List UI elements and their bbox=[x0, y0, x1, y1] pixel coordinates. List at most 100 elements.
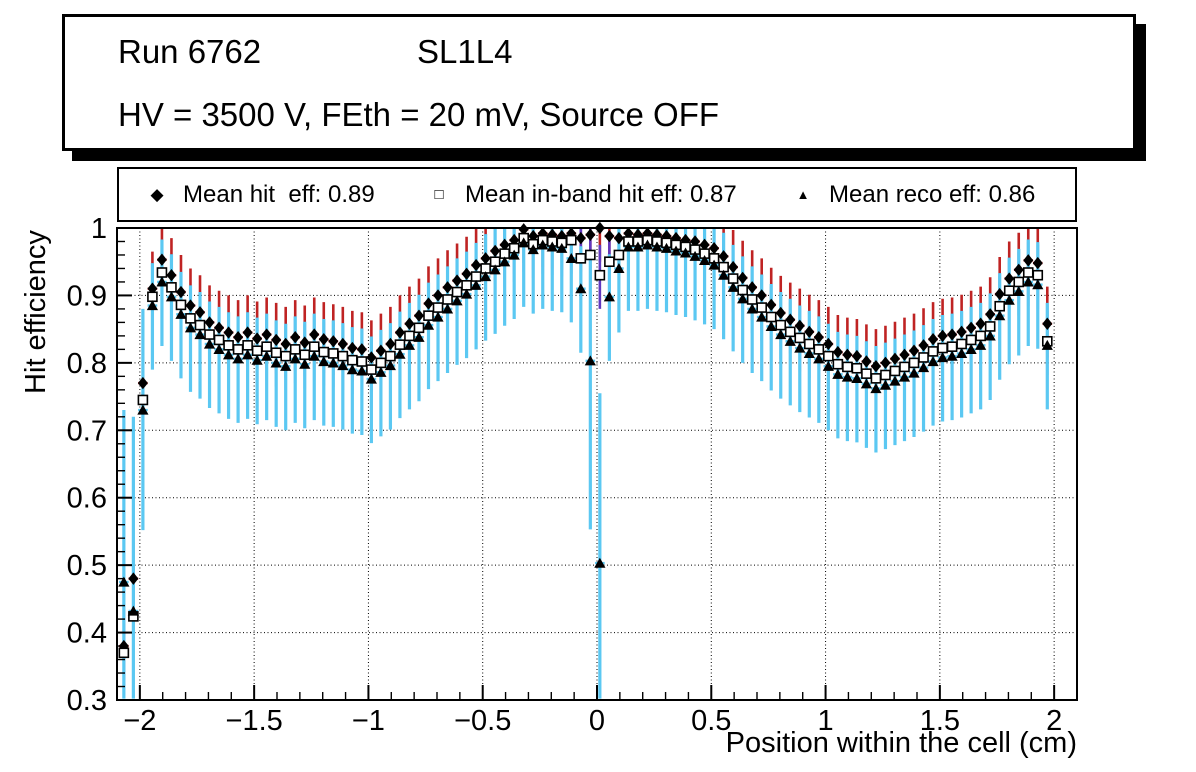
data-point-reco bbox=[422, 319, 435, 330]
data-point-inband bbox=[1032, 269, 1044, 281]
data-point-reco bbox=[594, 557, 606, 568]
data-point-reco bbox=[242, 349, 254, 360]
tick-label: 0.5 bbox=[67, 550, 107, 582]
data-point-reco bbox=[860, 378, 873, 389]
data-point-inband bbox=[423, 310, 434, 321]
data-point-reco bbox=[222, 349, 235, 360]
data-point-hit bbox=[185, 299, 196, 312]
data-point-reco bbox=[337, 360, 349, 371]
data-point-hit bbox=[575, 231, 586, 245]
legend-label: Mean hit eff: 0.89 bbox=[183, 180, 375, 208]
data-point-hit bbox=[299, 336, 310, 349]
data-point-hit bbox=[556, 229, 567, 243]
data-point-hit bbox=[518, 223, 529, 236]
data-point-inband bbox=[946, 341, 958, 352]
data-point-reco bbox=[1041, 339, 1053, 350]
data-point-inband bbox=[975, 330, 986, 342]
data-point-hit bbox=[899, 348, 910, 361]
data-point-hit bbox=[851, 349, 862, 363]
data-point-hit bbox=[461, 267, 472, 281]
data-point-hit bbox=[909, 344, 920, 357]
data-point-hit bbox=[775, 306, 786, 320]
data-point-hit bbox=[214, 321, 225, 334]
data-point-hit bbox=[366, 351, 377, 364]
data-point-reco bbox=[1013, 285, 1025, 296]
data-point-inband bbox=[956, 338, 967, 350]
data-point-reco bbox=[879, 379, 892, 390]
data-point-inband bbox=[413, 322, 425, 334]
data-point-hit bbox=[613, 231, 624, 245]
tick-label: −0.5 bbox=[454, 705, 511, 737]
tick-label: 1 bbox=[91, 213, 107, 245]
tick-label: 0.7 bbox=[67, 415, 107, 447]
data-point-inband bbox=[451, 286, 463, 298]
data-point-reco bbox=[927, 356, 939, 367]
data-point-hit bbox=[651, 228, 662, 241]
data-point-reco bbox=[289, 353, 301, 364]
data-point-reco bbox=[660, 242, 673, 253]
data-point-hit bbox=[1032, 256, 1043, 270]
data-point-hit bbox=[499, 238, 510, 252]
data-point-reco bbox=[537, 239, 549, 250]
data-point-inband bbox=[832, 358, 844, 370]
data-point-inband bbox=[327, 348, 339, 359]
data-point-reco bbox=[965, 343, 977, 354]
data-point-hit bbox=[280, 337, 291, 351]
data-point-inband bbox=[842, 361, 853, 373]
data-point-hit bbox=[328, 335, 339, 348]
tick-label: 0.3 bbox=[67, 685, 107, 717]
tick-label: 0.5 bbox=[691, 705, 731, 737]
data-point-reco bbox=[670, 245, 682, 256]
data-point-reco bbox=[137, 404, 149, 415]
data-point-reco bbox=[346, 364, 358, 375]
x-axis-title: Position within the cell (cm) bbox=[726, 727, 1077, 759]
data-point-inband bbox=[803, 338, 815, 350]
data-point-hit bbox=[756, 289, 767, 302]
data-point-hit bbox=[623, 227, 634, 240]
data-point-hit bbox=[680, 233, 691, 247]
data-point-inband bbox=[223, 340, 234, 351]
run-conditions: HV = 3500 V, FEth = 20 mV, Source OFF bbox=[118, 96, 720, 133]
data-point-hit bbox=[642, 227, 653, 240]
data-point-inband bbox=[156, 267, 168, 278]
data-point-hit bbox=[490, 244, 501, 258]
data-point-hit bbox=[785, 313, 796, 326]
error-bars bbox=[119, 226, 1053, 699]
data-point-hit bbox=[861, 355, 872, 368]
data-point-reco bbox=[156, 276, 168, 287]
data-point-reco bbox=[898, 371, 911, 382]
data-point-hit bbox=[956, 325, 967, 339]
data-point-inband bbox=[394, 339, 406, 350]
data-point-reco bbox=[822, 360, 834, 371]
data-point-hit bbox=[842, 348, 853, 361]
chamber-id: SL1L4 bbox=[417, 33, 513, 70]
data-point-reco bbox=[413, 331, 425, 342]
data-point-hit bbox=[423, 297, 434, 310]
data-point-reco bbox=[175, 308, 187, 319]
data-point-reco bbox=[1032, 279, 1044, 290]
data-point-reco bbox=[403, 339, 416, 350]
data-point-reco bbox=[165, 291, 178, 302]
data-point-inband bbox=[175, 299, 187, 311]
data-point-hit bbox=[137, 376, 148, 390]
data-point-inband bbox=[746, 294, 758, 305]
data-point-reco bbox=[727, 281, 739, 292]
data-point-reco bbox=[565, 252, 577, 263]
data-point-reco bbox=[327, 357, 339, 368]
data-point-inband bbox=[861, 368, 872, 379]
data-point-hit bbox=[889, 352, 900, 366]
data-point-reco bbox=[146, 300, 159, 311]
data-point-inband bbox=[927, 346, 939, 357]
data-point-reco bbox=[432, 311, 444, 322]
data-point-hit bbox=[728, 260, 739, 274]
data-point-reco bbox=[956, 348, 968, 359]
data-point-inband bbox=[213, 334, 225, 346]
data-point-reco bbox=[308, 350, 320, 361]
data-point-hit bbox=[718, 250, 729, 263]
data-point-hit bbox=[1013, 263, 1024, 277]
data-point-hit bbox=[261, 328, 272, 341]
data-point-reco bbox=[803, 348, 815, 359]
data-point-reco bbox=[318, 356, 330, 367]
data-point-hit bbox=[1023, 254, 1034, 267]
data-point-reco bbox=[946, 350, 958, 361]
